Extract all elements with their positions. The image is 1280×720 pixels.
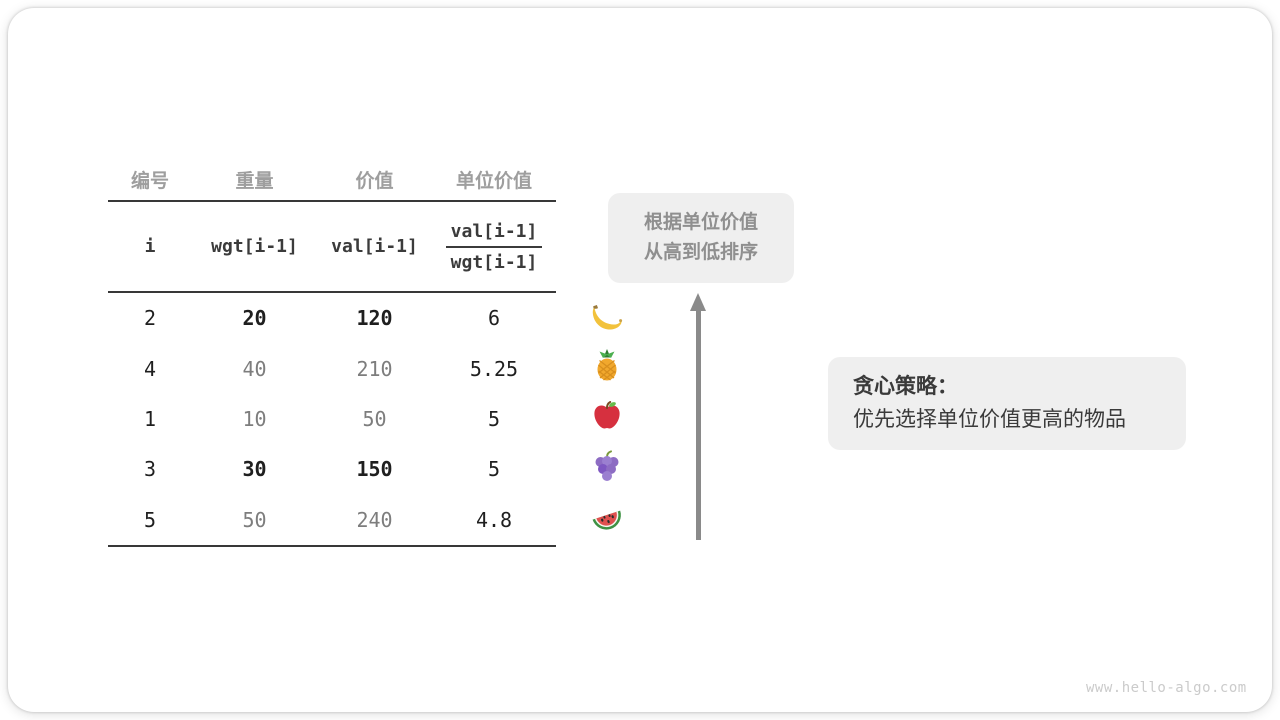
cell-id: 1 xyxy=(143,406,157,431)
cell-weight: 10 xyxy=(242,406,267,431)
table-rule-top xyxy=(108,200,556,202)
cell-id: 2 xyxy=(143,306,157,331)
strategy-title: 贪心策略： xyxy=(853,375,958,398)
table-row: 4 40 210 5.25 xyxy=(108,343,556,393)
table-row: 3 30 150 5 xyxy=(108,444,556,494)
header-id: 编号 xyxy=(130,170,169,192)
table-rule-middle xyxy=(108,291,556,293)
cell-id: 5 xyxy=(143,507,157,532)
cell-weight: 20 xyxy=(242,306,267,331)
fraction-denominator: wgt[i-1] xyxy=(450,251,538,273)
items-table: 编号 重量 价值 单位价值 i wgt[i-1] val[i-1] val[i-… xyxy=(108,158,556,547)
cell-id: 4 xyxy=(143,356,157,381)
figure-card: 编号 重量 价值 单位价值 i wgt[i-1] val[i-1] val[i-… xyxy=(8,8,1272,712)
sort-note-box: 根据单位价值 从高到低排序 xyxy=(608,193,794,283)
header-weight: 重量 xyxy=(235,170,274,192)
table-header-row: 编号 重量 价值 单位价值 xyxy=(108,158,556,200)
cell-value: 120 xyxy=(356,306,393,331)
cell-id: 3 xyxy=(143,457,157,482)
subheader-value: val[i-1] xyxy=(331,236,418,257)
cell-value: 210 xyxy=(356,356,393,381)
cell-weight: 50 xyxy=(242,507,267,532)
subheader-id: i xyxy=(144,236,156,257)
cell-unit-value: 5 xyxy=(487,406,501,431)
cell-value: 50 xyxy=(362,406,387,431)
subheader-weight: wgt[i-1] xyxy=(211,236,298,257)
arrow-head-icon xyxy=(690,293,706,311)
strategy-note-box: 贪心策略： 优先选择单位价值更高的物品 xyxy=(828,357,1186,450)
cell-unit-value: 4.8 xyxy=(475,507,513,532)
sort-direction-arrow xyxy=(690,293,706,540)
cell-value: 240 xyxy=(356,507,393,532)
cell-weight: 30 xyxy=(242,457,267,482)
cell-unit-value: 5.25 xyxy=(469,356,519,381)
header-value: 价值 xyxy=(355,170,394,192)
table-row: 2 20 120 6 xyxy=(108,293,556,343)
pineapple-icon xyxy=(589,347,625,383)
header-unit-value: 单位价值 xyxy=(455,170,532,192)
banana-icon xyxy=(589,297,625,333)
grapes-icon xyxy=(589,448,625,484)
arrow-line xyxy=(695,311,701,540)
watermelon-icon xyxy=(589,499,625,535)
cell-unit-value: 6 xyxy=(487,306,501,331)
table-row: 1 10 50 5 xyxy=(108,394,556,444)
table-rule-bottom xyxy=(108,544,556,547)
subheader-unit-value-fraction: val[i-1] wgt[i-1] xyxy=(445,221,543,273)
strategy-body: 优先选择单位价值更高的物品 xyxy=(853,408,1126,431)
sort-note-line2: 从高到低排序 xyxy=(643,242,758,263)
sort-note-line1: 根据单位价值 xyxy=(643,212,758,233)
cell-unit-value: 5 xyxy=(487,457,501,482)
table-body: 2 20 120 6 4 40 210 5.25 1 10 50 5 3 30 … xyxy=(108,293,556,545)
fraction-numerator: val[i-1] xyxy=(445,221,543,248)
cell-weight: 40 xyxy=(242,356,267,381)
site-watermark: www.hello-algo.com xyxy=(1086,680,1247,696)
apple-icon xyxy=(589,398,625,434)
table-subheader-row: i wgt[i-1] val[i-1] val[i-1] wgt[i-1] xyxy=(108,202,556,291)
table-row: 5 50 240 4.8 xyxy=(108,495,556,545)
cell-value: 150 xyxy=(356,457,393,482)
fruit-column xyxy=(589,297,625,535)
